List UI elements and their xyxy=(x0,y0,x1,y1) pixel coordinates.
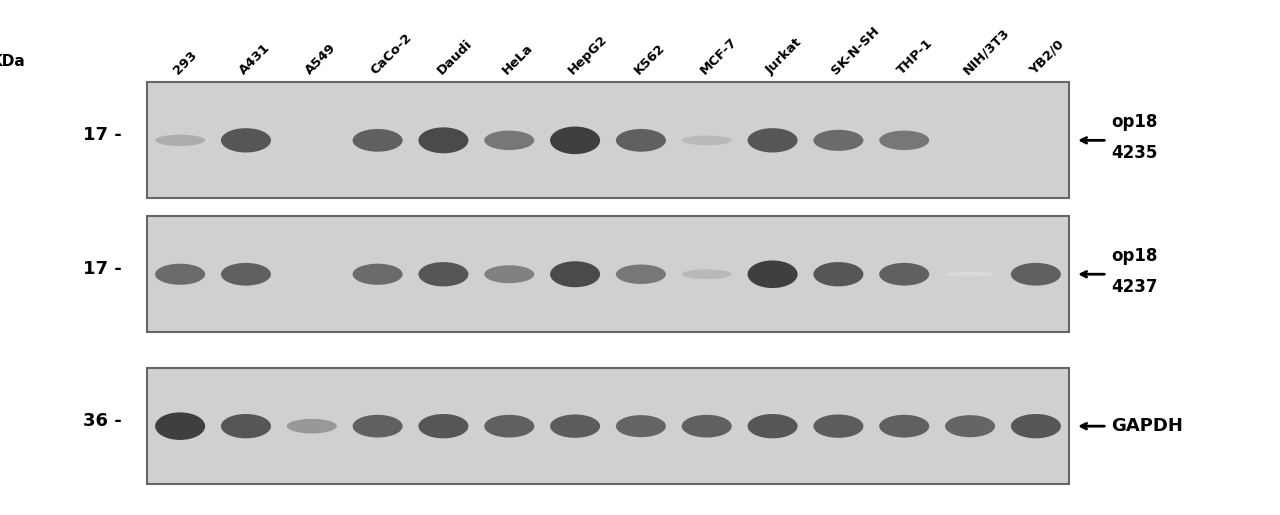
Ellipse shape xyxy=(419,414,468,438)
Ellipse shape xyxy=(945,272,995,277)
Text: HepG2: HepG2 xyxy=(566,33,611,77)
Ellipse shape xyxy=(155,134,205,146)
Ellipse shape xyxy=(813,262,864,286)
Text: SK-N-SH: SK-N-SH xyxy=(829,24,882,77)
Ellipse shape xyxy=(879,415,929,438)
Text: Daudi: Daudi xyxy=(434,37,475,77)
Ellipse shape xyxy=(484,131,534,150)
Ellipse shape xyxy=(550,415,600,438)
Text: KDa: KDa xyxy=(0,54,26,70)
Ellipse shape xyxy=(287,271,337,278)
Text: THP-1: THP-1 xyxy=(895,37,936,77)
Ellipse shape xyxy=(682,269,732,279)
Text: GAPDH: GAPDH xyxy=(1111,417,1183,435)
Text: 4237: 4237 xyxy=(1111,278,1157,296)
Text: Jurkat: Jurkat xyxy=(763,36,804,77)
Text: CaCo-2: CaCo-2 xyxy=(369,31,415,77)
Ellipse shape xyxy=(748,414,797,438)
Ellipse shape xyxy=(352,129,403,152)
Ellipse shape xyxy=(484,415,534,438)
Ellipse shape xyxy=(221,128,271,152)
Ellipse shape xyxy=(616,265,666,284)
Ellipse shape xyxy=(221,263,271,286)
Text: A431: A431 xyxy=(237,41,273,77)
Text: 4235: 4235 xyxy=(1111,144,1157,162)
Ellipse shape xyxy=(945,415,995,437)
Ellipse shape xyxy=(616,415,666,437)
Ellipse shape xyxy=(1011,263,1061,286)
FancyBboxPatch shape xyxy=(147,82,1069,198)
Ellipse shape xyxy=(352,415,403,438)
Text: YB2/0: YB2/0 xyxy=(1027,38,1066,77)
Text: op18: op18 xyxy=(1111,113,1157,131)
Text: NIH/3T3: NIH/3T3 xyxy=(961,26,1012,77)
Text: A549: A549 xyxy=(302,41,338,77)
Text: 293: 293 xyxy=(172,48,200,77)
Ellipse shape xyxy=(155,413,205,440)
Ellipse shape xyxy=(221,414,271,438)
Ellipse shape xyxy=(550,261,600,287)
Ellipse shape xyxy=(682,415,732,438)
Text: MCF-7: MCF-7 xyxy=(698,35,740,77)
Ellipse shape xyxy=(352,264,403,285)
Ellipse shape xyxy=(155,264,205,285)
Ellipse shape xyxy=(879,131,929,150)
Text: 36 -: 36 - xyxy=(83,412,122,430)
Ellipse shape xyxy=(682,135,732,145)
Ellipse shape xyxy=(1011,414,1061,438)
Text: 17 -: 17 - xyxy=(83,126,122,144)
Ellipse shape xyxy=(616,129,666,152)
Ellipse shape xyxy=(419,127,468,153)
Text: K562: K562 xyxy=(632,41,668,77)
Ellipse shape xyxy=(813,415,864,438)
Ellipse shape xyxy=(550,127,600,154)
FancyBboxPatch shape xyxy=(147,368,1069,484)
Ellipse shape xyxy=(419,262,468,286)
FancyBboxPatch shape xyxy=(147,216,1069,332)
Ellipse shape xyxy=(287,419,337,434)
Ellipse shape xyxy=(879,263,929,286)
Text: op18: op18 xyxy=(1111,247,1157,265)
Text: 17 -: 17 - xyxy=(83,260,122,278)
Text: HeLa: HeLa xyxy=(500,41,536,77)
Ellipse shape xyxy=(748,261,797,288)
Ellipse shape xyxy=(484,265,534,283)
Ellipse shape xyxy=(748,128,797,152)
Ellipse shape xyxy=(813,130,864,151)
